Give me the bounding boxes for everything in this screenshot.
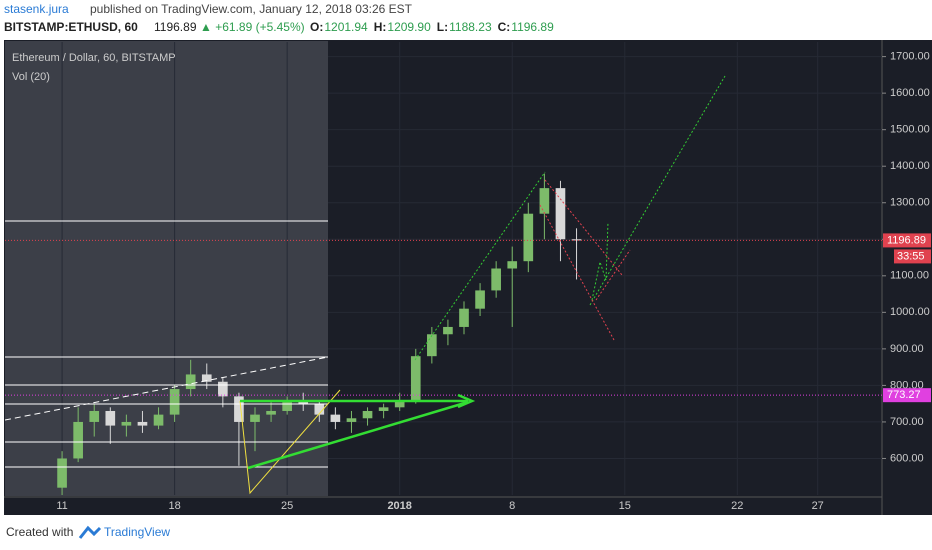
candle-body bbox=[378, 407, 389, 411]
drawn-line bbox=[544, 179, 623, 276]
candle-body bbox=[250, 414, 260, 422]
highlight-region bbox=[5, 41, 328, 496]
candle-body bbox=[330, 414, 341, 422]
candle-body bbox=[282, 400, 292, 411]
x-tick-label: 25 bbox=[281, 500, 293, 512]
candle-body bbox=[57, 458, 67, 488]
drawn-line bbox=[591, 221, 609, 301]
ohlc-label: L: bbox=[437, 20, 448, 34]
y-tick-label: 1600.00 bbox=[890, 87, 930, 99]
ohlc-label: H: bbox=[374, 20, 387, 34]
author[interactable]: stasenk.jura bbox=[4, 2, 69, 16]
candle-body bbox=[394, 400, 405, 408]
drawn-line bbox=[239, 389, 341, 495]
x-tick-label: 8 bbox=[509, 500, 515, 512]
drawn-line bbox=[589, 75, 726, 306]
candle-body bbox=[185, 374, 196, 390]
y-tick-label: 1700.00 bbox=[890, 51, 930, 63]
y-tick-label: 700.00 bbox=[890, 416, 924, 428]
drawn-line bbox=[4, 356, 329, 421]
candle-body bbox=[169, 389, 180, 415]
drawn-arrow bbox=[247, 400, 469, 470]
time-axis bbox=[4, 497, 882, 515]
countdown: 33:55 bbox=[897, 250, 925, 262]
ohlc-label: O: bbox=[310, 20, 323, 34]
tradingview-logo bbox=[78, 525, 102, 539]
x-tick-label: 18 bbox=[168, 500, 180, 512]
ohlc-value: 1188.23 bbox=[449, 20, 492, 34]
y-tick-label: 1400.00 bbox=[890, 160, 930, 172]
candle-body bbox=[507, 261, 518, 269]
x-tick-label: 11 bbox=[56, 500, 67, 512]
candle-body bbox=[73, 421, 83, 459]
level-tag bbox=[883, 388, 931, 403]
plot bbox=[5, 42, 882, 495]
ohlc-value: 1201.94 bbox=[324, 20, 368, 34]
candle-body bbox=[234, 396, 244, 422]
published: published on TradingView.com, January 12… bbox=[90, 2, 413, 16]
chart-title: Ethereum / Dollar, 60, BITSTAMP bbox=[12, 52, 176, 64]
y-tick-label: 1100.00 bbox=[890, 270, 929, 282]
x-tick-label: 22 bbox=[731, 500, 743, 512]
candle-body bbox=[491, 268, 501, 291]
candle-body bbox=[475, 290, 485, 309]
candle-body bbox=[555, 188, 566, 240]
candle-body bbox=[539, 188, 550, 214]
footer-created: Created with bbox=[6, 525, 73, 539]
price-axis bbox=[882, 40, 932, 515]
y-tick-label: 1300.00 bbox=[890, 197, 930, 209]
candle-body bbox=[201, 374, 212, 382]
ohlc: O: 1201.94 H: 1209.90 L: 1188.23 C: 1196.89 bbox=[310, 20, 554, 34]
ohlc-value: 1196.89 bbox=[511, 20, 554, 34]
candle-body bbox=[314, 403, 325, 415]
drawings bbox=[4, 75, 726, 495]
candle-body bbox=[459, 308, 469, 327]
drawn-line bbox=[539, 204, 615, 341]
candle-body bbox=[346, 418, 357, 422]
last-price-tag bbox=[883, 233, 931, 248]
candle-body bbox=[266, 410, 276, 415]
x-tick-label: 27 bbox=[812, 500, 824, 512]
candle-body bbox=[218, 381, 228, 397]
candle-body bbox=[443, 326, 453, 335]
candle-body bbox=[137, 421, 148, 426]
price: 1196.89 bbox=[154, 20, 197, 34]
candle-body bbox=[523, 213, 534, 262]
candle-body bbox=[121, 421, 132, 426]
indicator-label: Vol (20) bbox=[12, 71, 50, 83]
y-tick-label: 1500.00 bbox=[890, 124, 930, 136]
candle-body bbox=[362, 410, 373, 419]
ohlc-value: 1209.90 bbox=[387, 20, 431, 34]
change: ▲ +61.89 (+5.45%) bbox=[200, 20, 305, 34]
y-tick-label: 600.00 bbox=[890, 452, 924, 464]
x-tick-label: 15 bbox=[619, 500, 631, 512]
candle-body bbox=[427, 334, 437, 357]
candle-body bbox=[153, 414, 164, 426]
candle-body bbox=[410, 356, 421, 401]
footer-brand[interactable]: TradingView bbox=[104, 525, 170, 539]
level-tag-label: 773.27 bbox=[887, 389, 921, 401]
countdown-tag bbox=[894, 249, 931, 264]
x-tick-label: 2018 bbox=[387, 500, 411, 512]
last-price-tag-label: 1196.89 bbox=[887, 234, 926, 246]
candle-body bbox=[89, 410, 100, 422]
ohlc-label: C: bbox=[498, 20, 511, 34]
arrow-head bbox=[457, 393, 476, 409]
y-tick-label: 900.00 bbox=[890, 343, 924, 355]
y-tick-label: 1000.00 bbox=[890, 306, 930, 318]
candle-body bbox=[571, 239, 582, 241]
candle-body bbox=[105, 410, 116, 426]
symbol: BITSTAMP:ETHUSD, 60 bbox=[4, 20, 138, 34]
logo-icon bbox=[78, 525, 102, 539]
